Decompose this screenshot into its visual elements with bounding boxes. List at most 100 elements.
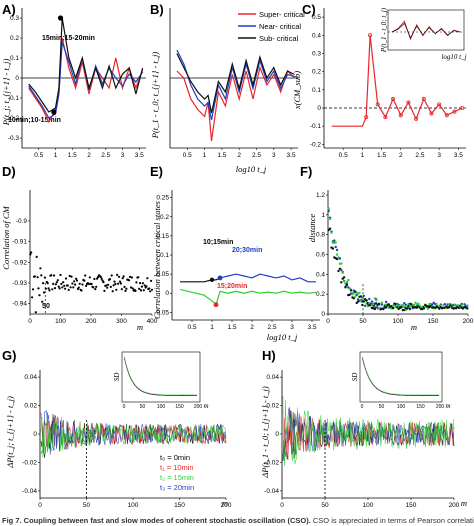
scatter-d-point [30,251,33,254]
scatter-d-point [93,277,96,281]
scatter-d-point [124,289,127,292]
annotation-point-e-red [213,302,219,308]
inset-h-tick: 200 [436,404,445,410]
x-tick-label-B): 1 [203,152,207,159]
scatter-d-point [50,274,53,277]
x-tick-label-G): 100 [128,502,139,509]
y-tick-label-A): -0.3 [8,135,20,142]
series-e-2 [180,277,221,283]
scatter-d-point [130,276,133,279]
scatter-f-point [373,307,377,311]
scatter-d-point [105,284,108,287]
scatter-d-point [39,267,42,270]
scatter-f-point [384,306,388,309]
scatter-d-point [111,290,114,293]
scatter-d-point [77,286,80,289]
scatter-d-point [42,282,45,285]
scatter-d-point [69,286,72,289]
series-b-0 [176,65,295,142]
inset-g-ylabel: SD [113,373,121,382]
inset-c-series-black [391,22,461,39]
legend-g: t₀ = 0min t₁ = 10min t₂ = 15min t₃ = 20m… [160,453,194,492]
scatter-d-point [75,277,78,280]
scatter-d-point [53,287,57,290]
scatter-f-point [335,253,339,256]
scatter-f-point [368,297,371,301]
caption-bold: Fig 7. Coupling between fast and slow mo… [2,516,311,525]
x-tick-label-B): 2 [237,152,241,159]
scatter-f-point [365,299,368,302]
scatter-d-point [72,286,75,289]
inset-h-tick: 100 [397,404,406,410]
scatter-d-point [64,287,67,290]
scatter-f-point [327,209,330,212]
scatter-d-point [102,281,105,284]
annotation-point-a-1 [51,109,57,115]
scatter-f-point [333,239,336,242]
panel-label-a: A) [2,2,16,17]
inset-h-series [362,357,439,396]
x-tick-label-H): 50 [321,502,329,509]
x-tick-label-B): 0.5 [183,152,192,159]
scatter-d-point [56,279,59,282]
y-tick-label-A): -0.2 [8,115,20,122]
x-tick-label-D): 400 [147,318,158,325]
series-c-point [421,96,426,101]
panel-label-b: B) [150,2,164,17]
series-c-point [391,96,396,101]
x-tick-label-F): 200 [463,318,474,325]
scatter-d-point [141,282,144,285]
x-tick-label-A): 1 [54,152,58,159]
scatter-f-point [435,302,438,306]
series-c-point [444,113,449,118]
series-h-3 [282,395,455,467]
x-tick-label-C): 1.5 [377,152,386,159]
ylabel-a: P(t_j; t_{j+1} - t_j) [1,59,11,127]
ylabel-e: Correlation between critical states [152,200,162,319]
scatter-d-point [43,276,47,279]
y-tick-label-H): 0.04 [266,374,279,381]
scatter-f-point [354,295,357,298]
scatter-f-point [375,299,378,302]
scatter-f-point [337,269,340,273]
y-tick-label-F): 0.8 [316,232,325,239]
scatter-f-point [363,304,367,307]
scatter-d-point [62,281,65,284]
scatter-f-point [345,283,349,287]
scatter-f-point [342,280,346,283]
scatter-d-point [59,273,62,277]
scatter-d-point [94,288,97,291]
y-tick-label-H): 0.02 [266,403,279,410]
series-c-point [368,33,373,38]
xlabel-h: m [461,498,467,508]
series-c-point [398,113,403,118]
ylabel-b: P(t_1 - t_0; t_{j+1} - t_j) [150,52,160,140]
scatter-d-point [66,284,69,287]
x-tick-label-H): 0 [280,502,284,509]
annotation-point-e-blue [217,275,223,281]
scatter-f-point [404,303,407,306]
scatter-d-point [34,311,37,314]
x-tick-label-B): 3 [272,152,276,159]
annotation-a-top: 15min;15-20min [42,35,95,42]
ylabel-c: x(CM_sub) [292,71,302,110]
scatter-d-point [53,274,56,277]
x-tick-label-E): 3.5 [307,324,316,331]
y-tick-label-E): 0.15 [156,233,169,240]
scatter-d-point [33,275,37,278]
scatter-f-point [377,302,381,306]
scatter-d-point [96,276,100,279]
series-e-1 [219,273,316,283]
scatter-d-point [125,287,128,290]
scatter-f-point [380,303,384,306]
scatter-f-point [344,286,347,289]
y-tick-label-G): 0.02 [24,403,37,410]
inset-c-xlabel: log10 t_j [441,53,466,61]
y-tick-label-C): 0.3 [312,50,321,57]
scatter-d-point [142,289,145,292]
scatter-d-point [143,284,146,287]
y-tick-label-G): 0.04 [24,374,37,381]
scatter-f-point [349,289,353,292]
scatter-f-point [460,304,463,307]
inset-g-tick: 200 [194,404,203,410]
